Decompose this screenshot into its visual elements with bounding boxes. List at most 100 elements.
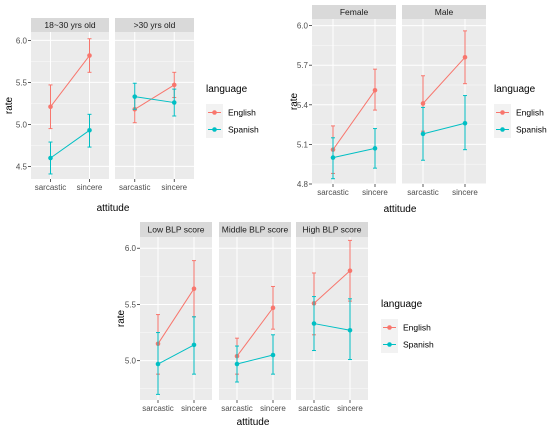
series-line xyxy=(313,323,351,331)
y-tick-label: 5.1 xyxy=(297,140,309,149)
y-tick-label: 6.0 xyxy=(16,36,28,45)
legend-label: Spanish xyxy=(228,125,259,135)
data-point xyxy=(191,286,197,292)
data-point xyxy=(132,94,138,99)
x-tick-label: sarcastic xyxy=(221,404,253,413)
x-tick-label: sincere xyxy=(77,183,103,192)
x-axis-title: attitude xyxy=(384,204,417,215)
facet-strip-label: Middle BLP score xyxy=(222,225,289,235)
facet-panel: Female sarcastic sincere xyxy=(312,5,396,197)
facet-panel: >30 yrs old sarcastic sincere xyxy=(115,18,194,192)
chart-2: Female sarcastic sincere Male sarcastic since… xyxy=(289,5,547,215)
data-point xyxy=(420,101,426,106)
data-point xyxy=(270,352,276,358)
x-tick-label: sarcastic xyxy=(119,183,151,192)
x-tick-label: sarcastic xyxy=(317,188,349,197)
data-point xyxy=(270,305,276,311)
facet-panel: High BLP score sarcastic sincere xyxy=(296,222,368,413)
series-spanish xyxy=(311,296,353,361)
data-point xyxy=(347,268,353,274)
chart-3: Low BLP score sarcastic sincere Middle BLP … xyxy=(116,222,434,428)
legend-label: English xyxy=(516,108,544,118)
series-line xyxy=(50,129,90,159)
facet-panel: Male sarcastic sincere xyxy=(402,5,486,197)
legend-key-point xyxy=(387,325,392,330)
x-axis-title: attitude xyxy=(237,417,270,428)
y-tick-label: 4.8 xyxy=(297,180,309,189)
x-tick-label: sarcastic xyxy=(142,404,174,413)
data-point xyxy=(48,155,53,161)
legend-title: language xyxy=(206,84,248,95)
legend-label: Spanish xyxy=(403,340,434,350)
panel-background xyxy=(140,237,212,400)
legend-title: language xyxy=(381,299,423,310)
data-point xyxy=(420,131,426,137)
data-point xyxy=(372,87,378,93)
legend-label: English xyxy=(228,108,256,118)
legend-key-point xyxy=(212,127,217,132)
data-point xyxy=(347,328,353,333)
series-line xyxy=(134,84,175,110)
series-spanish xyxy=(420,95,468,161)
data-point xyxy=(330,155,336,160)
legend-key-point xyxy=(500,110,505,115)
x-tick-label: sarcastic xyxy=(407,188,439,197)
series-line xyxy=(236,307,274,357)
facet-strip-label: Male xyxy=(435,7,454,17)
series-spanish xyxy=(155,316,197,395)
series-spanish xyxy=(132,82,177,117)
x-tick-label: sincere xyxy=(362,188,388,197)
series-line xyxy=(157,288,195,345)
legend-label: Spanish xyxy=(516,125,547,135)
facet-panel: 18~30 yrs old sarcastic sincere xyxy=(31,18,109,192)
facet-strip-label: Female xyxy=(340,7,369,17)
data-point xyxy=(311,321,317,326)
panel-background xyxy=(402,19,486,184)
y-tick-label: 6.0 xyxy=(297,22,309,31)
panel-background xyxy=(296,237,368,400)
series-english xyxy=(420,30,468,132)
series-line xyxy=(332,147,376,159)
x-tick-label: sincere xyxy=(452,188,478,197)
series-line xyxy=(332,89,376,150)
series-line xyxy=(236,354,274,365)
y-axis-title: rate xyxy=(289,92,300,110)
data-point xyxy=(155,361,161,367)
legend-title: language xyxy=(494,84,536,95)
data-point xyxy=(462,120,468,126)
data-point xyxy=(48,104,53,110)
series-spanish xyxy=(234,334,276,383)
facet-strip xyxy=(312,5,396,19)
y-tick-label: 4.5 xyxy=(16,162,28,171)
data-point xyxy=(191,342,197,348)
facet-strip xyxy=(31,18,109,32)
facet-strip-label: Low BLP score xyxy=(147,225,204,235)
legend-label: English xyxy=(403,323,431,333)
data-point xyxy=(171,82,177,88)
facet-strip xyxy=(140,222,212,237)
facet-strip xyxy=(402,5,486,19)
y-tick-label: 6.0 xyxy=(125,244,137,253)
legend: language English Spanish xyxy=(381,299,434,353)
series-line xyxy=(134,96,175,104)
panel-background xyxy=(115,32,194,179)
series-english xyxy=(48,38,92,130)
x-tick-label: sincere xyxy=(181,404,207,413)
x-tick-label: sincere xyxy=(337,404,363,413)
legend-key-point xyxy=(500,127,505,132)
facet-strip-label: >30 yrs old xyxy=(134,20,176,30)
series-line xyxy=(313,270,351,304)
series-line xyxy=(422,122,466,135)
y-tick-label: 5.5 xyxy=(16,78,28,87)
series-spanish xyxy=(330,128,378,180)
x-tick-label: sincere xyxy=(260,404,286,413)
series-line xyxy=(157,344,195,365)
facet-strip xyxy=(219,222,291,237)
y-tick-label: 5.0 xyxy=(125,357,137,366)
data-point xyxy=(372,146,378,151)
x-axis-title: attitude xyxy=(97,203,130,214)
y-axis-title: rate xyxy=(4,96,15,114)
facet-strip xyxy=(296,222,368,237)
legend-key-point xyxy=(387,342,392,347)
